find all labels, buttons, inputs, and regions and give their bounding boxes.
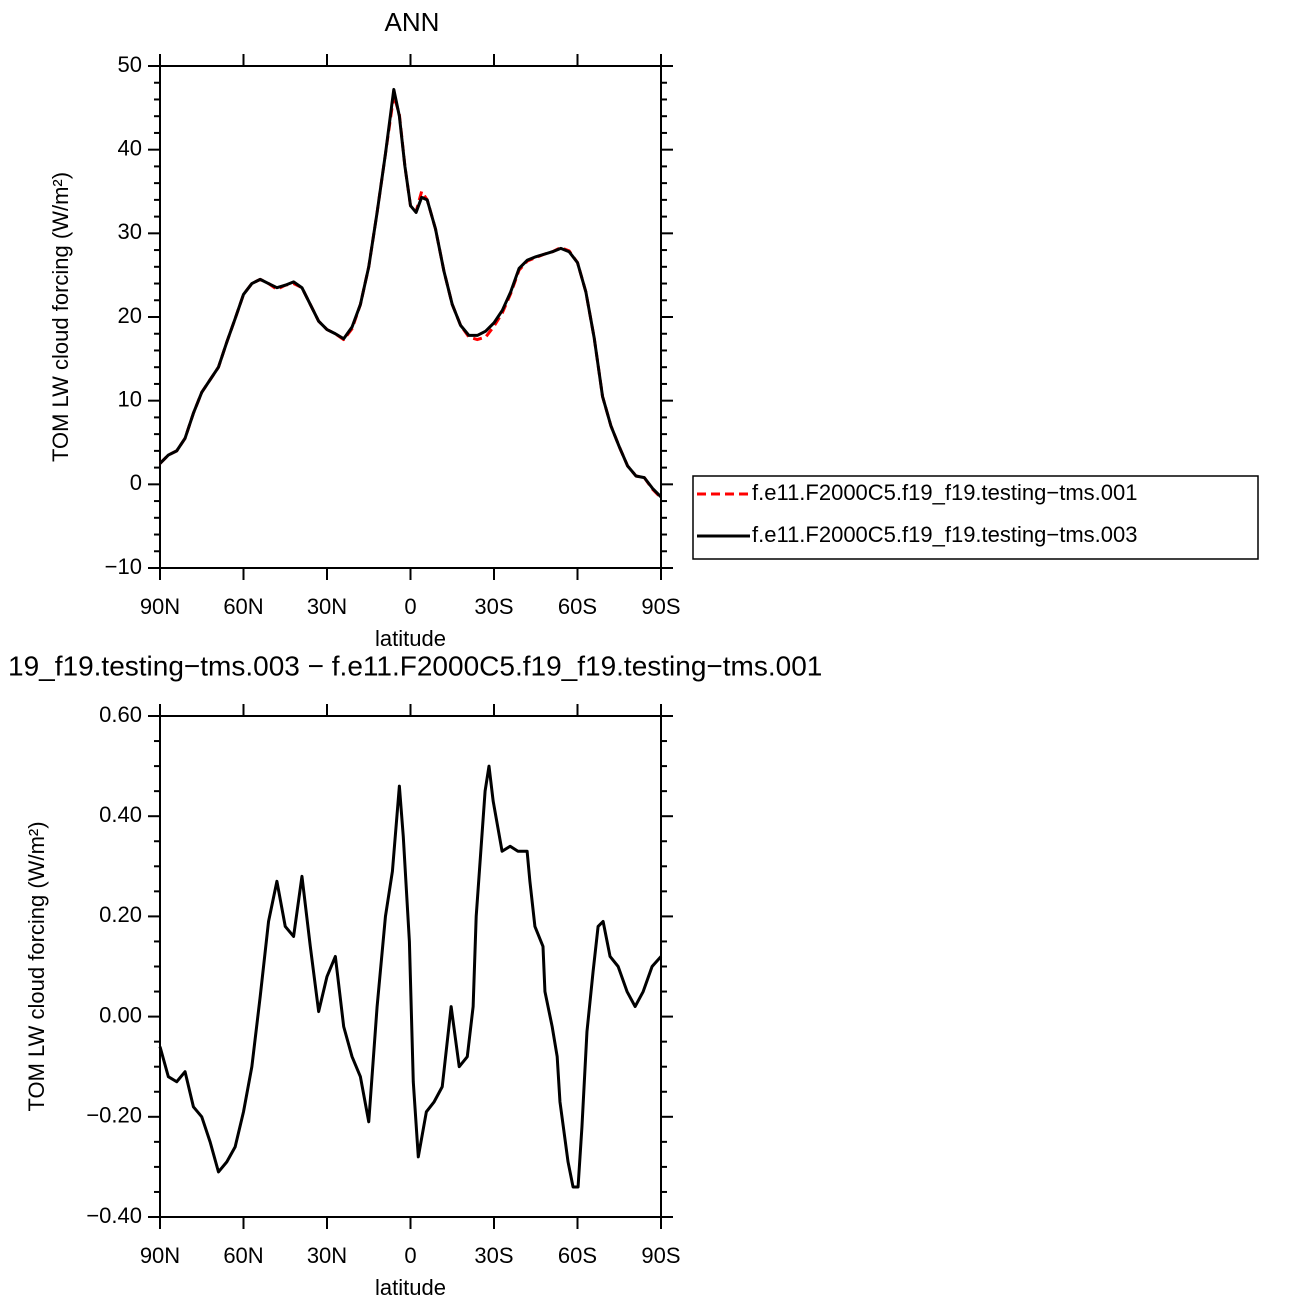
legend-label: f.e11.F2000C5.f19_f19.testing−tms.001 — [752, 480, 1137, 505]
data-line — [158, 87, 663, 498]
y-axis-label: TOM LW cloud forcing (W/m²) — [48, 172, 73, 462]
x-tick-label: 90N — [140, 1243, 180, 1268]
y-tick-label: 20 — [118, 303, 142, 328]
x-tick-label: 0 — [404, 594, 416, 619]
x-tick-label: 30N — [307, 1243, 347, 1268]
x-tick-label: 0 — [404, 1243, 416, 1268]
y-tick-label: 50 — [118, 52, 142, 77]
y-tick-label: 0.00 — [99, 1002, 142, 1027]
legend-box — [692, 475, 1259, 560]
legend-label: f.e11.F2000C5.f19_f19.testing−tms.003 — [752, 522, 1137, 547]
x-tick-label: 60N — [223, 594, 263, 619]
y-tick-label: 0.60 — [99, 702, 142, 727]
x-tick-label: 30S — [474, 594, 513, 619]
chart-title: ANN — [385, 7, 440, 37]
y-tick-label: 40 — [118, 135, 142, 160]
chart-title: 19_f19.testing−tms.003 − f.e11.F2000C5.f… — [8, 650, 822, 681]
y-tick-label: −0.20 — [86, 1103, 142, 1128]
y-tick-label: 0 — [130, 470, 142, 495]
y-tick-label: 10 — [118, 386, 142, 411]
x-tick-label: 90N — [140, 594, 180, 619]
x-axis-label: latitude — [375, 626, 446, 651]
x-tick-label: 90S — [641, 594, 680, 619]
y-axis-label: TOM LW cloud forcing (W/m²) — [24, 821, 49, 1111]
data-line — [158, 764, 663, 1189]
x-tick-label: 60S — [558, 594, 597, 619]
y-tick-label: 0.20 — [99, 902, 142, 927]
x-tick-label: 60S — [558, 1243, 597, 1268]
y-tick-label: −10 — [105, 554, 142, 579]
x-tick-label: 90S — [641, 1243, 680, 1268]
x-tick-label: 60N — [223, 1243, 263, 1268]
y-tick-label: 0.40 — [99, 802, 142, 827]
x-tick-label: 30N — [307, 594, 347, 619]
y-tick-label: −0.40 — [86, 1203, 142, 1228]
y-tick-label: 30 — [118, 219, 142, 244]
x-tick-label: 30S — [474, 1243, 513, 1268]
x-axis-label: latitude — [375, 1275, 446, 1300]
